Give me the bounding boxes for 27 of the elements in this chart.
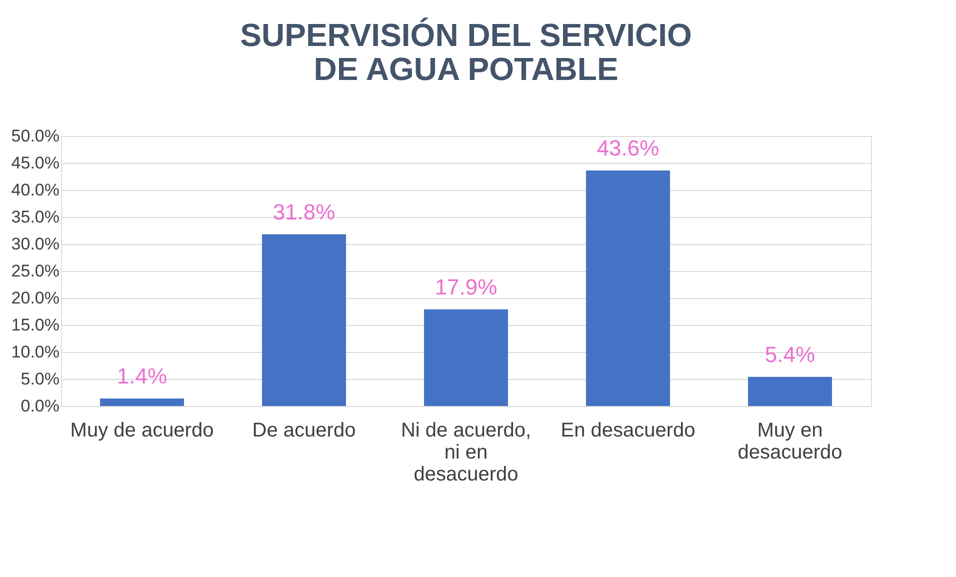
- data-label: 1.4%: [116, 363, 168, 388]
- data-label: 17.9%: [434, 274, 498, 300]
- data-label: 5.4%: [764, 342, 816, 367]
- y-tick-label: 10.0%: [11, 342, 60, 362]
- x-tick-label: De acuerdo: [252, 420, 356, 442]
- y-tick-label: 45.0%: [11, 154, 60, 172]
- y-tick-label: 40.0%: [11, 180, 60, 200]
- chart-title: SUPERVISIÓN DEL SERVICIO DE AGUA POTABLE: [240, 17, 692, 87]
- x-tick-label: Muy en desacuerdo: [738, 420, 842, 464]
- x-tick-label: Muy de acuerdo: [70, 420, 214, 442]
- y-tick-label: 30.0%: [11, 234, 60, 254]
- data-label: 43.6%: [596, 136, 660, 161]
- y-tick-label: 0.0%: [20, 396, 60, 416]
- y-tick-label: 5.0%: [20, 370, 60, 388]
- bar: [586, 170, 670, 406]
- x-tick-label: En desacuerdo: [560, 420, 696, 442]
- y-tick-label: 50.0%: [11, 126, 60, 146]
- y-tick-label: 15.0%: [11, 316, 60, 334]
- y-tick-label: 20.0%: [11, 288, 60, 308]
- bar: [262, 234, 346, 406]
- y-tick-label: 25.0%: [11, 262, 60, 280]
- x-tick-label: Ni de acuerdo, ni en desacuerdo: [400, 420, 532, 486]
- bar: [424, 309, 508, 406]
- bar: [100, 398, 184, 406]
- bar: [748, 376, 832, 406]
- y-tick-label: 35.0%: [11, 208, 60, 226]
- data-label: 31.8%: [272, 199, 336, 224]
